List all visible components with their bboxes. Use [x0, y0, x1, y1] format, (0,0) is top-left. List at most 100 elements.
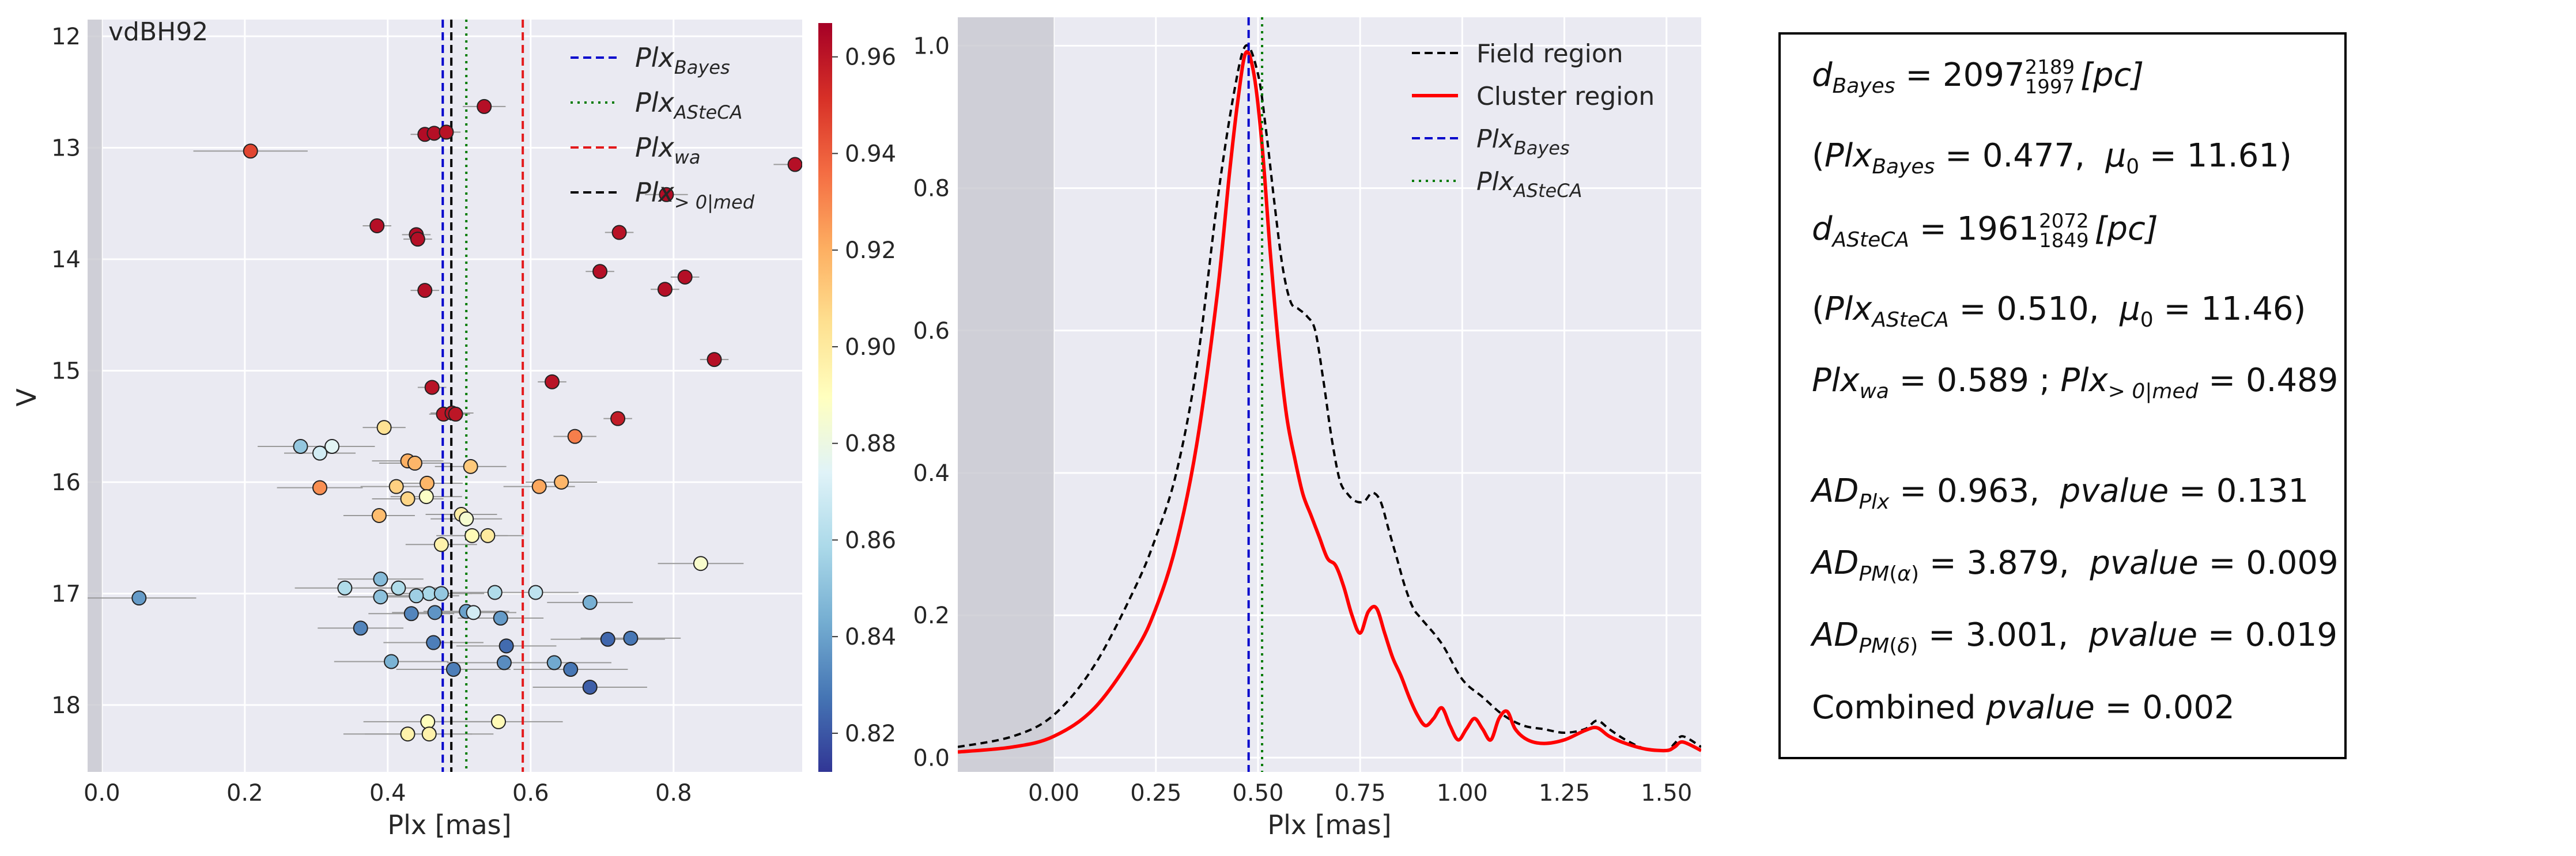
left-point — [445, 661, 461, 677]
right-xtick-label: 0.00 — [1028, 780, 1079, 806]
left-point — [420, 714, 436, 729]
colorbar-tick-label: 0.82 — [845, 721, 896, 747]
left-point — [131, 590, 147, 606]
right-ytick-label: 0.6 — [913, 318, 950, 344]
combined-label: Combined — [1812, 689, 1976, 726]
right-grid — [958, 17, 1701, 772]
ad-pm-delta-value: 3.001 — [1965, 616, 2058, 654]
right-xlabel: Plx [mas] — [1267, 809, 1391, 840]
left-point — [373, 589, 388, 605]
left-xlabel: Plx [mas] — [387, 809, 511, 840]
right-yticks: 0.0 0.2 0.4 0.6 0.8 1.0 — [913, 33, 950, 771]
right-legend-label: Cluster region — [1476, 82, 1655, 111]
left-point — [410, 232, 425, 247]
stat-plx-bayes: (PlxBayes = 0.477, μ0 = 11.61) — [1812, 137, 2292, 179]
left-point — [600, 631, 615, 647]
left-point — [407, 456, 422, 471]
right-xtick-label: 0.75 — [1335, 780, 1386, 806]
left-point — [659, 187, 674, 202]
left-point — [693, 556, 708, 571]
right-chart: 0.00 0.25 0.50 0.75 1.00 1.25 1.50 0.00.20.40.… — [913, 17, 1701, 840]
right-vlines — [1247, 17, 1264, 772]
left-point — [448, 406, 463, 422]
left-point — [707, 352, 722, 368]
left-point — [384, 654, 399, 669]
left-point — [528, 585, 543, 600]
right-excluded-region — [958, 17, 1054, 772]
left-point — [324, 439, 340, 454]
left-ytick-label: 18 — [51, 692, 81, 719]
plx-med-value: 0.489 — [2246, 362, 2339, 399]
colorbar-tick-label: 0.92 — [845, 237, 896, 264]
right-ytick-label: 1.0 — [913, 33, 950, 59]
right-ytick-label: 0.0 — [913, 745, 950, 771]
right-xtick-label: 1.50 — [1641, 780, 1692, 806]
left-point — [391, 580, 406, 596]
left-xtick-label: 0.6 — [512, 780, 549, 806]
left-point — [376, 420, 392, 435]
d-bayes-unit: [pc] — [2080, 56, 2144, 94]
left-point — [433, 586, 449, 601]
right-series-line — [958, 44, 1701, 752]
left-point — [243, 143, 258, 159]
left-point — [491, 714, 506, 729]
d-bayes-sup: 2189 — [2024, 55, 2075, 79]
combined-pvalue: 0.002 — [2142, 689, 2235, 726]
left-legend: PlxBayes PlxASteCA Plxwa Plx> 0|med — [571, 42, 755, 213]
right-legend-label: Field region — [1476, 39, 1623, 69]
left-point — [426, 635, 441, 650]
left-point — [567, 429, 583, 444]
left-point — [459, 511, 474, 527]
stat-plx-wa-med: Plxwa = 0.589 ; Plx> 0|med = 0.489 — [1812, 362, 2339, 404]
colorbar-gradient — [818, 23, 832, 772]
left-vlines — [441, 20, 524, 772]
right-xtick-label: 1.00 — [1437, 780, 1488, 806]
left-point — [293, 439, 308, 454]
left-ytick-label: 16 — [51, 469, 81, 496]
left-point — [420, 475, 435, 491]
left-xtick-label: 0.4 — [369, 780, 406, 806]
right-series — [958, 44, 1701, 754]
stat-ad-pm-delta: ADPM(δ) = 3.001, pvalue = 0.019 — [1812, 616, 2337, 658]
ad-plx-value: 0.963 — [1936, 472, 2030, 510]
left-ytick-label: 12 — [51, 24, 81, 50]
left-point — [418, 489, 434, 505]
right-ytick-label: 0.2 — [913, 603, 950, 629]
d-asteca-value: 1961 — [1956, 210, 2039, 248]
left-point — [611, 225, 627, 240]
colorbar-tick-label: 0.86 — [845, 527, 896, 554]
right-ytick-label: 0.8 — [913, 176, 950, 202]
left-point — [400, 491, 416, 506]
right-legend-label: PlxASteCA — [1476, 167, 1582, 202]
left-plot-background — [88, 20, 802, 772]
colorbar: 0.82 0.84 0.86 0.88 0.90 0.92 0.94 0.96 — [818, 23, 896, 772]
left-point — [464, 528, 480, 543]
left-points — [131, 99, 802, 742]
plx-asteca-value: 0.510 — [1996, 290, 2089, 328]
left-point — [531, 479, 547, 494]
left-point — [623, 630, 639, 646]
right-series-line — [958, 50, 1701, 754]
left-point — [421, 726, 437, 742]
left-point — [480, 528, 496, 543]
left-point — [493, 610, 508, 626]
pvalue-pm-alpha: 0.009 — [2246, 544, 2339, 582]
left-excluded-region — [88, 20, 102, 772]
left-ytick-label: 15 — [51, 358, 81, 384]
plx-wa-value: 0.589 — [1936, 362, 2029, 399]
right-xtick-label: 0.25 — [1130, 780, 1181, 806]
pvalue-plx: 0.131 — [2216, 472, 2309, 510]
stat-ad-pm-alpha: ADPM(α) = 3.879, pvalue = 0.009 — [1812, 544, 2339, 586]
left-chart: 0.0 0.2 0.4 0.6 0.8 12 13 14 15 16 17 18 vdBH92 Pl… — [11, 17, 802, 840]
d-asteca-sup: 2072 — [2039, 209, 2089, 233]
right-legend-label: PlxBayes — [1476, 124, 1570, 159]
left-point — [371, 507, 387, 523]
pvalue-pm-delta: 0.019 — [2245, 616, 2337, 654]
left-point — [592, 264, 608, 279]
right-plot-background — [958, 17, 1701, 772]
d-asteca-unit: [pc] — [2094, 210, 2158, 248]
left-point — [353, 620, 368, 636]
colorbar-tick-label: 0.94 — [845, 141, 896, 167]
colorbar-tick-label: 0.96 — [845, 44, 896, 71]
